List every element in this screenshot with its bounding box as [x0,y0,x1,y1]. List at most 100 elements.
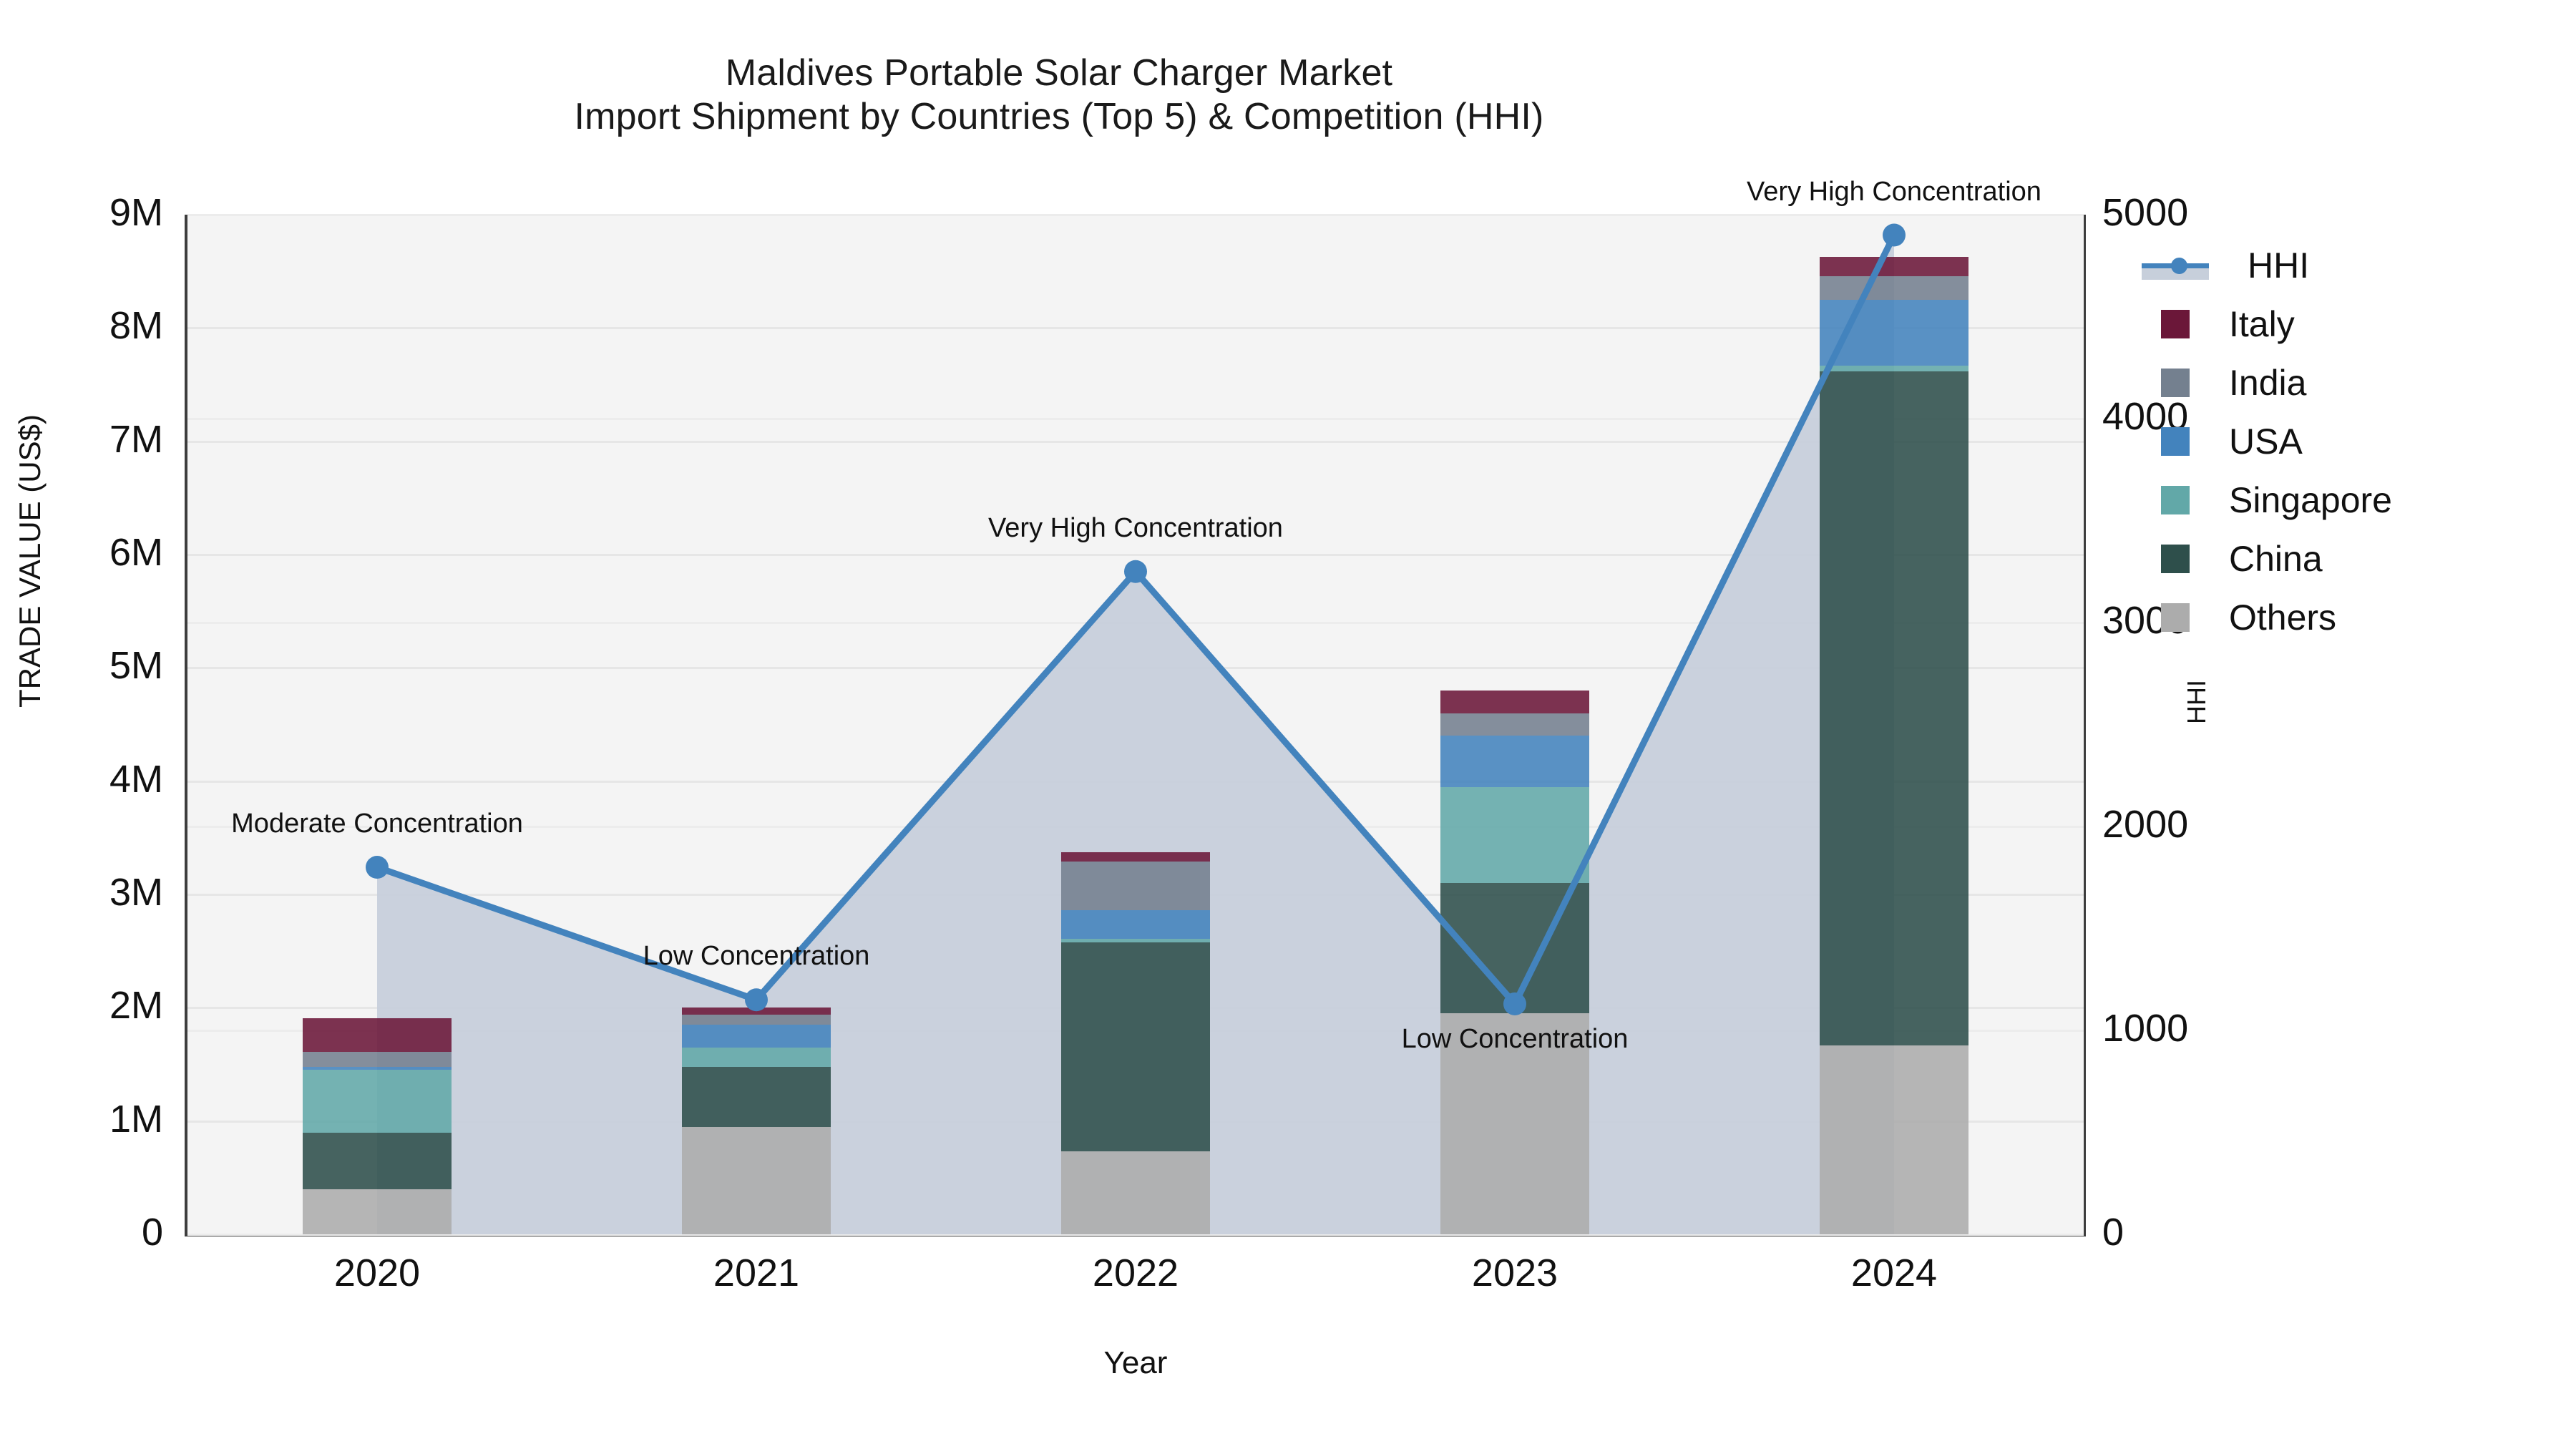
hhi-marker[interactable] [1503,992,1526,1015]
bar-segment-usa[interactable] [1440,736,1589,787]
y-axis-left-title: TRADE VALUE (US$) [13,414,47,708]
legend-swatch-icon [2161,427,2190,456]
bar-group[interactable] [1820,215,1968,1234]
bar-segment-others[interactable] [1820,1045,1968,1234]
bar-segment-singapore[interactable] [1820,365,1968,371]
bar-segment-india[interactable] [1440,713,1589,736]
bar-segment-singapore[interactable] [303,1070,452,1133]
x-tick: 2024 [1850,1252,1938,1294]
hhi-area-fill [377,235,1894,1234]
y-tick-left: 7M [109,417,163,461]
y-tick-left: 4M [109,757,163,801]
legend-label: India [2229,363,2307,403]
legend-item-others[interactable]: Others [2147,588,2576,647]
bar-segment-singapore[interactable] [1061,938,1210,942]
hhi-annotation: Very High Concentration [988,512,1283,543]
legend-label: Singapore [2229,480,2392,520]
bar-segment-india[interactable] [303,1052,452,1067]
y-tick-left: 1M [109,1097,163,1141]
legend-item-usa[interactable]: USA [2147,412,2576,471]
bar-group[interactable] [303,215,452,1234]
hhi-marker[interactable] [1883,223,1906,247]
bar-segment-india[interactable] [682,1014,831,1025]
bar-group[interactable] [1061,215,1210,1234]
y-tick-left: 2M [109,984,163,1028]
gridline-right [187,214,2084,216]
bar-segment-india[interactable] [1820,275,1968,300]
bar-segment-usa[interactable] [303,1066,452,1070]
bar-group[interactable] [1440,215,1589,1234]
bar-group[interactable] [682,215,831,1234]
legend: HHI Italy India USA Singapore China Others [2142,236,2576,647]
x-tick: 2022 [1092,1252,1179,1294]
bar-segment-others[interactable] [682,1126,831,1234]
y-tick-left: 3M [109,871,163,914]
bar-segment-italy[interactable] [1440,691,1589,713]
bar-segment-china[interactable] [1820,371,1968,1045]
y-axis-left-line [185,215,188,1236]
hhi-marker[interactable] [1124,560,1147,583]
x-tick: 2023 [1471,1252,1558,1294]
hhi-annotation: Moderate Concentration [231,809,523,839]
legend-label: Italy [2229,304,2295,344]
bar-segment-italy[interactable] [1061,852,1210,862]
gridline-left [187,327,2084,330]
bar-segment-italy[interactable] [303,1018,452,1053]
bar-segment-india[interactable] [1061,862,1210,911]
legend-item-italy[interactable]: Italy [2147,295,2576,353]
y-tick-right: 5000 [2102,191,2189,234]
legend-label: USA [2229,421,2303,462]
y-tick-right: 2000 [2102,803,2189,846]
x-tick: 2020 [333,1252,421,1294]
bar-segment-china[interactable] [303,1132,452,1189]
y-axis-right-line [2082,215,2086,1236]
bar-segment-italy[interactable] [1820,256,1968,276]
hhi-annotation: Very High Concentration [1747,176,2041,207]
legend-item-china[interactable]: China [2147,530,2576,588]
gridline-right [187,1234,2084,1236]
gridline-left [187,554,2084,556]
legend-swatch-icon [2161,603,2190,632]
bar-segment-others[interactable] [303,1189,452,1234]
y-tick-right: 0 [2102,1211,2124,1254]
gridline-right [187,418,2084,420]
gridline-left [187,440,2084,443]
legend-swatch-icon [2161,310,2190,338]
y-tick-left: 5M [109,644,163,688]
x-tick: 2021 [713,1252,800,1294]
legend-line-icon [2142,251,2209,280]
legend-item-singapore[interactable]: Singapore [2147,471,2576,530]
legend-swatch-icon [2161,369,2190,397]
y-tick-left: 6M [109,531,163,574]
y-tick-right: 1000 [2102,1007,2189,1050]
y-tick-left: 0 [141,1211,163,1254]
hhi-annotation: Low Concentration [643,941,870,972]
bar-segment-others[interactable] [1061,1151,1210,1234]
legend-item-india[interactable]: India [2147,353,2576,412]
x-axis-title: Year [1103,1345,1168,1380]
y-axis-right-title: HHI [2182,680,2211,724]
y-tick-left: 8M [109,304,163,348]
title-line-2: Import Shipment by Countries (Top 5) & C… [574,96,1544,138]
plot-area: Moderate Concentration Low Concentration V… [187,177,2084,1236]
bar-segment-usa[interactable] [1061,910,1210,939]
hhi-line-series [366,223,1906,1015]
bar-segment-singapore[interactable] [682,1047,831,1067]
bar-segment-usa[interactable] [682,1025,831,1048]
hhi-marker[interactable] [745,988,768,1012]
bar-segment-china[interactable] [1061,942,1210,1152]
y-tick-left: 9M [109,191,163,234]
legend-swatch-icon [2161,545,2190,573]
legend-label: China [2229,539,2323,579]
page-title: Maldives Portable Solar Charger Market I… [0,52,2118,140]
bar-segment-china[interactable] [682,1066,831,1127]
bar-segment-singapore[interactable] [1440,786,1589,884]
bar-segment-others[interactable] [1440,1013,1589,1234]
legend-label: Others [2229,597,2337,638]
hhi-annotation: Low Concentration [1401,1023,1629,1054]
legend-label: HHI [2248,245,2310,286]
legend-item-hhi[interactable]: HHI [2142,236,2576,295]
legend-swatch-icon [2161,486,2190,514]
hhi-marker[interactable] [366,856,389,879]
title-line-1: Maldives Portable Solar Charger Market [725,52,1393,94]
